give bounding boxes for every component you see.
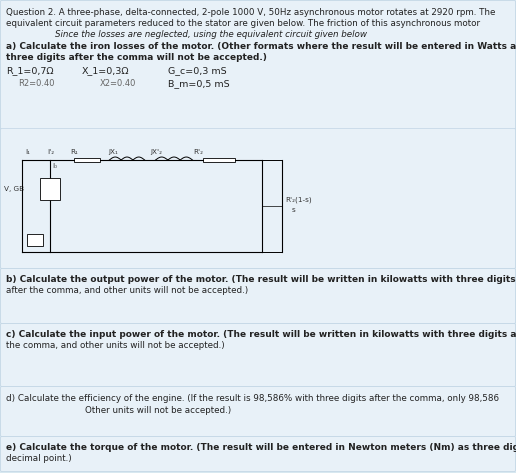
Text: the comma, and other units will not be accepted.): the comma, and other units will not be a… xyxy=(6,341,225,350)
FancyBboxPatch shape xyxy=(1,437,515,472)
Text: X2=0.40: X2=0.40 xyxy=(100,79,136,88)
Text: three digits after the comma will not be accepted.): three digits after the comma will not be… xyxy=(6,53,267,62)
FancyBboxPatch shape xyxy=(1,269,515,324)
Text: equivalent circuit parameters reduced to the stator are given below. The frictio: equivalent circuit parameters reduced to… xyxy=(6,19,480,28)
Text: G_c=0,3 mS: G_c=0,3 mS xyxy=(168,66,227,75)
Text: R₁: R₁ xyxy=(70,149,78,155)
Text: B_m=0,5 mS: B_m=0,5 mS xyxy=(168,79,230,88)
Text: jX₁: jX₁ xyxy=(108,149,118,155)
FancyBboxPatch shape xyxy=(1,129,515,269)
Text: R2=0.40: R2=0.40 xyxy=(18,79,55,88)
Text: I'₂: I'₂ xyxy=(47,149,54,155)
Text: d) Calculate the efficiency of the engine. (If the result is 98,586% with three : d) Calculate the efficiency of the engin… xyxy=(6,394,499,403)
Text: jX'₂: jX'₂ xyxy=(150,149,162,155)
Text: Question 2. A three-phase, delta-connected, 2-pole 1000 V, 50Hz asynchronous mot: Question 2. A three-phase, delta-connect… xyxy=(6,8,495,17)
Text: c) Calculate the input power of the motor. (The result will be written in kilowa: c) Calculate the input power of the moto… xyxy=(6,330,516,339)
Text: V, GB: V, GB xyxy=(4,186,24,192)
Bar xyxy=(40,178,60,200)
Bar xyxy=(27,234,43,246)
Text: after the comma, and other units will not be accepted.): after the comma, and other units will no… xyxy=(6,286,248,295)
Bar xyxy=(203,158,235,162)
FancyBboxPatch shape xyxy=(1,386,515,437)
Text: R'₂: R'₂ xyxy=(193,149,203,155)
Text: R_1=0,7Ω: R_1=0,7Ω xyxy=(6,66,54,75)
Text: b) Calculate the output power of the motor. (The result will be written in kilow: b) Calculate the output power of the mot… xyxy=(6,275,515,284)
Text: a) Calculate the iron losses of the motor. (Other formats where the result will : a) Calculate the iron losses of the moto… xyxy=(6,42,516,51)
Text: X_1=0,3Ω: X_1=0,3Ω xyxy=(82,66,130,75)
Text: I₁: I₁ xyxy=(25,149,30,155)
Text: I₀: I₀ xyxy=(52,163,57,169)
FancyBboxPatch shape xyxy=(1,0,515,130)
Text: R'₂(1-s): R'₂(1-s) xyxy=(285,196,312,202)
Text: decimal point.): decimal point.) xyxy=(6,454,72,463)
Bar xyxy=(74,158,100,162)
Text: Other units will not be accepted.): Other units will not be accepted.) xyxy=(85,406,231,415)
Text: e) Calculate the torque of the motor. (The result will be entered in Newton mete: e) Calculate the torque of the motor. (T… xyxy=(6,443,516,452)
Text: s: s xyxy=(292,207,296,213)
Text: GB: GB xyxy=(41,179,51,185)
FancyBboxPatch shape xyxy=(1,324,515,386)
Text: Since the losses are neglected, using the equivalent circuit given below: Since the losses are neglected, using th… xyxy=(55,30,367,39)
